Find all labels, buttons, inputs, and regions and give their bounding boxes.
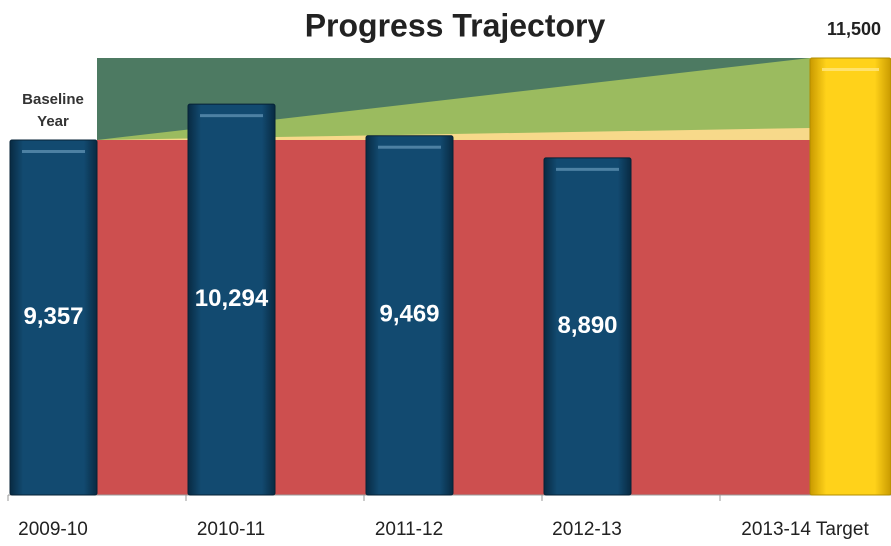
bar-highlight xyxy=(556,167,619,171)
x-tick-label: 2012-13 xyxy=(552,519,622,540)
bar-highlight xyxy=(200,114,263,118)
annotation-line: Baseline xyxy=(22,91,84,108)
bar xyxy=(365,135,454,496)
annotation: Baseline Year xyxy=(22,91,84,130)
bar-highlight xyxy=(378,145,441,149)
value-label: 10,294 xyxy=(195,285,269,312)
bar-highlight xyxy=(22,149,85,153)
bar xyxy=(9,139,98,496)
bar-highlight xyxy=(822,68,879,71)
x-tick-label: 2009-10 xyxy=(18,519,88,540)
bar xyxy=(187,103,276,496)
chart-title: Progress Trajectory xyxy=(305,7,606,43)
x-tick-label: 2010-11 xyxy=(197,519,265,540)
bar xyxy=(543,157,632,496)
annotation-line: Year xyxy=(37,113,69,130)
value-label: 9,469 xyxy=(379,301,439,328)
value-label: 8,890 xyxy=(557,312,617,339)
bar xyxy=(809,57,891,496)
value-label: 9,357 xyxy=(23,303,83,330)
x-tick-label: 2011-12 xyxy=(375,519,443,540)
value-label: 11,500 xyxy=(827,19,881,39)
x-tick-label: 2013-14 Target xyxy=(741,519,869,540)
